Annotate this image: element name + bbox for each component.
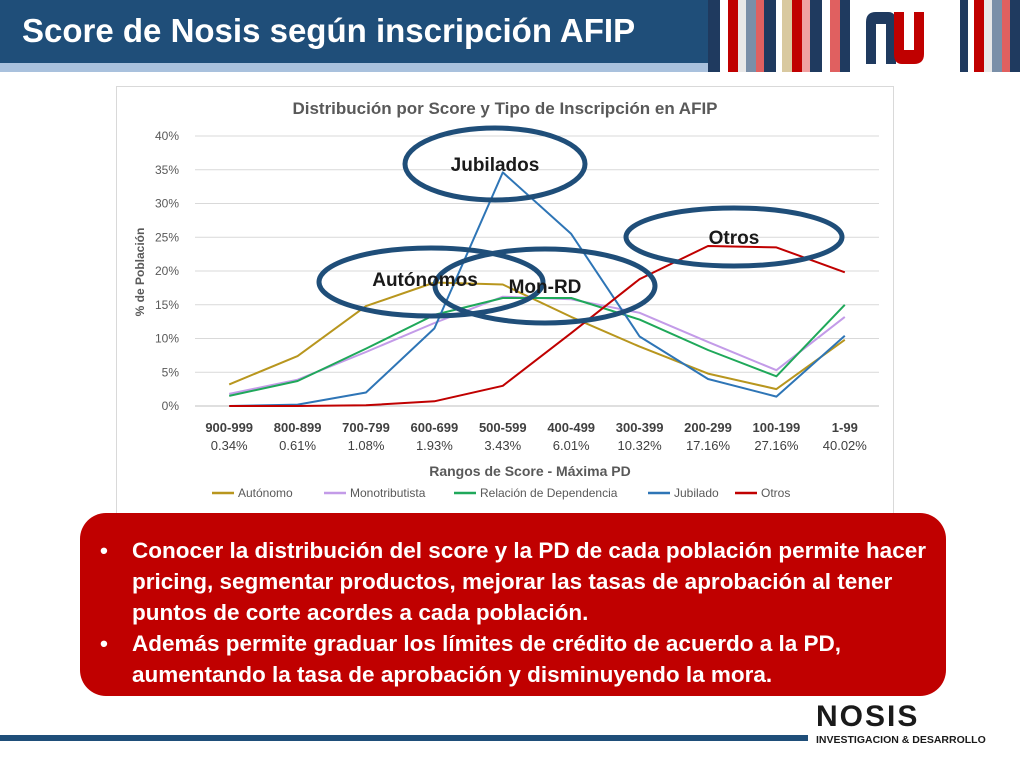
callout-bullet-1: • Conocer la distribución del score y la … [100, 535, 926, 628]
title-bar: Score de Nosis según inscripción AFIP [0, 0, 708, 72]
pd-label: 10.32% [618, 438, 663, 453]
pd-label: 0.61% [279, 438, 316, 453]
series-line [229, 171, 846, 407]
legend-label: Relación de Dependencia [480, 486, 618, 500]
annotation-ellipse [623, 205, 845, 269]
x-tick-label: 500-599 [479, 420, 527, 435]
y-axis-label: % de Población [133, 228, 147, 317]
x-tick-label: 300-399 [616, 420, 664, 435]
y-tick-label: 10% [155, 332, 179, 346]
decorative-stripes-left [708, 0, 850, 72]
y-tick-label: 20% [155, 264, 179, 278]
bullet-symbol: • [100, 631, 108, 656]
slide-title: Score de Nosis según inscripción AFIP [22, 12, 636, 49]
legend-label: Monotributista [350, 486, 426, 500]
pd-label: 17.16% [686, 438, 731, 453]
x-tick-label: 400-499 [547, 420, 595, 435]
pd-label: 40.02% [823, 438, 868, 453]
title-underline [0, 63, 708, 72]
brand-subtitle: INVESTIGACION & DESARROLLO [816, 734, 986, 746]
y-tick-label: 5% [162, 365, 180, 379]
annotation-ellipse [432, 246, 658, 326]
y-tick-label: 35% [155, 163, 179, 177]
pd-label: 1.93% [416, 438, 453, 453]
x-tick-label: 1-99 [832, 420, 858, 435]
y-tick-label: 30% [155, 197, 179, 211]
chart-frame: Distribución por Score y Tipo de Inscrip… [116, 86, 894, 514]
y-tick-label: 40% [155, 129, 179, 143]
annotation-label: Otros [709, 228, 760, 249]
line-chart: Distribución por Score y Tipo de Inscrip… [133, 99, 879, 500]
brand: NOSIS INVESTIGACION & DESARROLLO [816, 700, 986, 747]
callout-box: • Conocer la distribución del score y la … [80, 513, 946, 696]
brand-name: NOSIS [816, 700, 920, 733]
annotation-label: Jubilados [451, 155, 540, 176]
x-tick-label: 600-699 [411, 420, 459, 435]
x-tick-label: 900-999 [205, 420, 253, 435]
x-axis-label: Rangos de Score - Máxima PD [429, 463, 631, 479]
y-tick-label: 0% [162, 399, 180, 413]
pd-label: 6.01% [553, 438, 590, 453]
pd-label: 3.43% [484, 438, 521, 453]
legend-label: Otros [761, 486, 790, 500]
x-tick-label: 700-799 [342, 420, 390, 435]
annotation-ellipse [316, 245, 546, 319]
annotation-label: Mon-RD [509, 277, 582, 298]
x-tick-label: 800-899 [274, 420, 322, 435]
legend-label: Autónomo [238, 486, 293, 500]
callout-text-2: Además permite graduar los límites de cr… [132, 631, 841, 687]
legend-label: Jubilado [674, 486, 719, 500]
callout-text-1: Conocer la distribución del score y la P… [132, 538, 926, 625]
annotation-label: Autónomos [372, 270, 478, 291]
annotation-ellipse [402, 125, 588, 203]
x-tick-label: 100-199 [753, 420, 801, 435]
x-tick-label: 200-299 [684, 420, 732, 435]
series-line [228, 295, 846, 395]
series-line [228, 297, 846, 397]
callout-bullet-2: • Además permite graduar los límites de c… [100, 628, 926, 690]
y-tick-label: 15% [155, 298, 179, 312]
series-line [229, 245, 846, 407]
bullet-symbol: • [100, 538, 108, 563]
y-tick-label: 25% [155, 230, 179, 244]
pd-label: 27.16% [754, 438, 799, 453]
series-line [228, 281, 846, 391]
header: Score de Nosis según inscripción AFIP [0, 0, 1024, 72]
pd-label: 0.34% [211, 438, 248, 453]
footer-line [0, 735, 808, 741]
pd-label: 1.08% [348, 438, 385, 453]
chart-title: Distribución por Score y Tipo de Inscrip… [292, 99, 717, 118]
decorative-stripes-right [960, 0, 1024, 72]
nosis-nu-logo-icon [866, 12, 924, 64]
